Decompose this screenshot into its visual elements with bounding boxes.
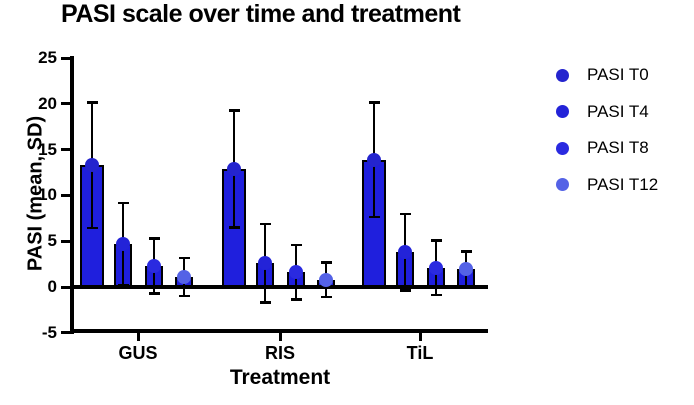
y-tick-label: -5: [41, 322, 57, 342]
error-bar-cap-bottom: [259, 301, 271, 304]
error-bar-cap-bottom: [430, 293, 442, 297]
error-bar-cap-top: [368, 100, 380, 104]
x-axis-zero-line: [70, 285, 488, 289]
legend-item: PASI T12: [548, 174, 658, 196]
x-category-label: RIS: [264, 343, 295, 363]
legend-item-label: PASI T0: [587, 65, 649, 84]
error-bar-cap-top: [399, 212, 411, 216]
mean-dot: [116, 236, 130, 251]
mean-dot: [367, 152, 381, 167]
legend-item-label: PASI T12: [587, 174, 659, 194]
error-bar-cap-bottom: [148, 291, 160, 295]
legend-item-label: PASI T4: [587, 101, 649, 121]
mean-dot: [429, 260, 443, 275]
error-bar-cap-bottom: [178, 294, 190, 298]
legend-item: PASI T4: [548, 101, 649, 123]
legend-marker-icon: [556, 68, 569, 82]
mean-dot: [398, 245, 412, 260]
error-bar-cap-top: [117, 201, 129, 205]
y-tick-label: 0: [47, 277, 57, 296]
x-tick: [278, 332, 282, 341]
x-tick: [136, 332, 140, 341]
mean-dot: [319, 272, 333, 287]
y-tick: [61, 331, 70, 335]
error-bar-cap-bottom: [86, 226, 98, 230]
x-category-label: GUS: [118, 343, 158, 363]
error-bar-cap-bottom: [290, 298, 302, 301]
legend-marker-icon: [556, 178, 569, 192]
error-bar-cap-top: [460, 250, 472, 253]
y-axis-line: [70, 56, 74, 334]
legend-item: PASI T8: [548, 137, 649, 159]
error-bar-cap-top: [178, 256, 190, 260]
error-bar-cap-top: [86, 100, 98, 104]
y-tick: [61, 285, 70, 289]
error-bar-cap-top: [430, 239, 442, 242]
y-tick-label: 20: [38, 93, 57, 113]
legend-item: PASI T0: [548, 64, 649, 86]
y-tick-label: 10: [38, 185, 57, 205]
error-bar-cap-top: [320, 261, 332, 264]
legend-marker-icon: [556, 141, 569, 155]
error-bar-cap-top: [148, 237, 160, 241]
y-tick-label: 5: [47, 231, 57, 251]
mean-dot: [177, 269, 191, 284]
chart-title: PASI scale over time and treatment: [61, 0, 461, 28]
error-bar-cap-bottom: [117, 283, 129, 287]
mean-dot: [147, 258, 161, 273]
y-tick-label: 25: [38, 48, 57, 67]
error-bar-cap-bottom: [228, 225, 240, 229]
legend-item-label: PASI T8: [587, 138, 649, 158]
x-tick: [418, 332, 422, 341]
mean-dot: [227, 161, 241, 176]
error-bar-cap-bottom: [399, 289, 411, 292]
error-bar-cap-top: [259, 222, 271, 226]
error-bar-cap-bottom: [368, 215, 380, 219]
y-tick: [61, 239, 70, 243]
error-bar-cap-top: [228, 109, 240, 112]
mean-dot: [289, 265, 303, 280]
x-axis-title: Treatment: [229, 366, 331, 389]
mean-dot: [258, 256, 272, 271]
y-tick: [61, 193, 70, 197]
error-bar-cap-bottom: [320, 295, 332, 299]
x-axis-bottom-line: [70, 329, 488, 333]
legend-marker-icon: [556, 105, 569, 119]
mean-dot: [85, 158, 99, 173]
error-bar-cap-top: [290, 243, 302, 247]
y-tick-label: 15: [38, 139, 57, 159]
x-category-label: TiL: [406, 343, 434, 363]
y-tick: [61, 56, 70, 60]
y-tick: [61, 102, 70, 106]
mean-dot: [459, 261, 473, 276]
y-tick: [61, 148, 70, 152]
